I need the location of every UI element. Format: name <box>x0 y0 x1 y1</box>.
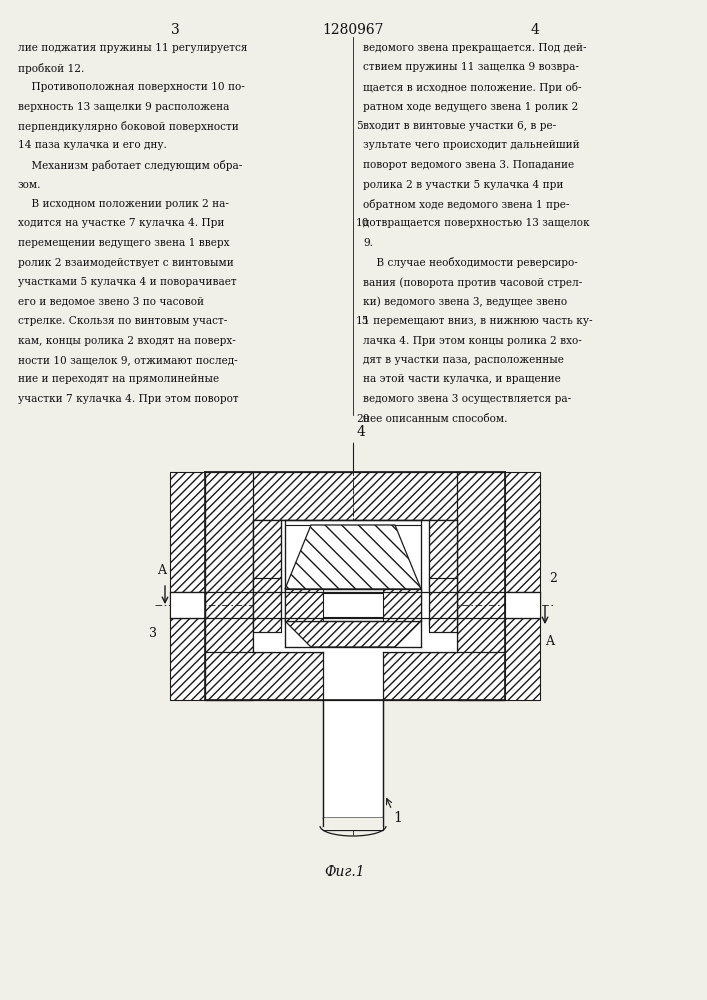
Bar <box>457 472 505 700</box>
Text: 9.: 9. <box>363 238 373 248</box>
Text: A: A <box>157 564 166 577</box>
Text: перпендикулярно боковой поверхности: перпендикулярно боковой поверхности <box>18 121 239 132</box>
Bar <box>323 652 383 700</box>
Text: 1 перемещают вниз, в нижнюю часть ку-: 1 перемещают вниз, в нижнюю часть ку- <box>363 316 592 326</box>
Bar <box>253 520 281 626</box>
Bar <box>429 520 457 626</box>
Text: его и ведомое звено 3 по часовой: его и ведомое звено 3 по часовой <box>18 296 204 306</box>
Text: 4: 4 <box>530 23 539 37</box>
Text: зом.: зом. <box>18 180 42 190</box>
Bar <box>285 525 421 647</box>
Bar <box>505 592 540 618</box>
Text: на этой части кулачка, и вращение: на этой части кулачка, и вращение <box>363 374 561 384</box>
Text: ности 10 защелок 9, отжимают послед-: ности 10 защелок 9, отжимают послед- <box>18 355 238 365</box>
Text: ролик 2 взаимодействует с винтовыми: ролик 2 взаимодействует с винтовыми <box>18 257 234 267</box>
Bar <box>323 593 383 617</box>
Text: ствием пружины 11 защелка 9 возвра-: ствием пружины 11 защелка 9 возвра- <box>363 62 579 73</box>
Text: участки 7 кулачка 4. При этом поворот: участки 7 кулачка 4. При этом поворот <box>18 394 239 404</box>
Bar <box>383 589 421 621</box>
Text: 1: 1 <box>393 811 402 825</box>
Text: В случае необходимости реверсиро-: В случае необходимости реверсиро- <box>363 257 578 268</box>
Text: ние и переходят на прямолинейные: ние и переходят на прямолинейные <box>18 374 219 384</box>
Text: ходится на участке 7 кулачка 4. При: ходится на участке 7 кулачка 4. При <box>18 219 224 229</box>
Text: A: A <box>546 635 554 648</box>
Text: Противоположная поверхности 10 по-: Противоположная поверхности 10 по- <box>18 82 245 92</box>
Bar <box>170 472 205 700</box>
Text: щается в исходное положение. При об-: щается в исходное положение. При об- <box>363 82 581 93</box>
Text: ведомого звена 3 осуществляется ра-: ведомого звена 3 осуществляется ра- <box>363 394 571 404</box>
Text: 5: 5 <box>356 121 363 131</box>
Text: 2: 2 <box>549 572 557 585</box>
Text: 10: 10 <box>356 219 370 229</box>
Text: 1280967: 1280967 <box>322 23 384 37</box>
Bar <box>281 592 429 618</box>
Text: 4: 4 <box>357 425 366 439</box>
Text: пробкой 12.: пробкой 12. <box>18 62 84 74</box>
Text: В исходном положении ролик 2 на-: В исходном положении ролик 2 на- <box>18 199 229 209</box>
Text: входит в винтовые участки 6, в ре-: входит в винтовые участки 6, в ре- <box>363 121 556 131</box>
Text: кам, концы ролика 2 входят на поверх-: кам, концы ролика 2 входят на поверх- <box>18 336 235 346</box>
Bar <box>505 472 540 700</box>
Text: участками 5 кулачка 4 и поворачивает: участками 5 кулачка 4 и поворачивает <box>18 277 237 287</box>
Bar <box>205 472 253 700</box>
Text: стрелке. Скользя по винтовым участ-: стрелке. Скользя по винтовым участ- <box>18 316 227 326</box>
Text: ведомого звена прекращается. Под дей-: ведомого звена прекращается. Под дей- <box>363 43 587 53</box>
Bar <box>205 472 505 520</box>
Text: 20: 20 <box>356 414 370 424</box>
Text: Фиг.1: Фиг.1 <box>325 865 366 879</box>
Text: перемещении ведущего звена 1 вверх: перемещении ведущего звена 1 вверх <box>18 238 230 248</box>
Bar <box>205 652 505 700</box>
Text: поворот ведомого звена 3. Попадание: поворот ведомого звена 3. Попадание <box>363 160 574 170</box>
Bar <box>323 700 383 830</box>
Text: зультате чего происходит дальнейший: зультате чего происходит дальнейший <box>363 140 580 150</box>
Bar <box>505 592 540 618</box>
Bar <box>170 592 205 618</box>
Text: 14 паза кулачка и его дну.: 14 паза кулачка и его дну. <box>18 140 167 150</box>
Text: 3: 3 <box>170 23 180 37</box>
Polygon shape <box>323 818 383 830</box>
Text: дят в участки паза, расположенные: дят в участки паза, расположенные <box>363 355 564 365</box>
Bar <box>253 578 281 632</box>
Polygon shape <box>285 621 421 647</box>
Text: дотвращается поверхностью 13 защелок: дотвращается поверхностью 13 защелок <box>363 219 590 229</box>
Text: верхность 13 защелки 9 расположена: верхность 13 защелки 9 расположена <box>18 102 229 111</box>
Text: нее описанным способом.: нее описанным способом. <box>363 414 508 424</box>
Bar <box>323 818 383 830</box>
Bar <box>429 578 457 632</box>
Bar <box>253 520 457 652</box>
Text: вания (поворота против часовой стрел-: вания (поворота против часовой стрел- <box>363 277 583 288</box>
Text: лие поджатия пружины 11 регулируется: лие поджатия пружины 11 регулируется <box>18 43 247 53</box>
Text: 3: 3 <box>149 627 157 640</box>
Text: ки) ведомого звена 3, ведущее звено: ки) ведомого звена 3, ведущее звено <box>363 296 567 307</box>
Text: лачка 4. При этом концы ролика 2 вхо-: лачка 4. При этом концы ролика 2 вхо- <box>363 336 582 346</box>
Bar <box>285 589 421 621</box>
Text: ролика 2 в участки 5 кулачка 4 при: ролика 2 в участки 5 кулачка 4 при <box>363 180 563 190</box>
Polygon shape <box>285 525 421 589</box>
Bar <box>170 592 205 618</box>
Text: ратном ходе ведущего звена 1 ролик 2: ратном ходе ведущего звена 1 ролик 2 <box>363 102 578 111</box>
Text: обратном ходе ведомого звена 1 пре-: обратном ходе ведомого звена 1 пре- <box>363 199 569 210</box>
Text: Механизм работает следующим обра-: Механизм работает следующим обра- <box>18 160 243 171</box>
Bar <box>285 589 323 621</box>
Text: 15: 15 <box>356 316 369 326</box>
